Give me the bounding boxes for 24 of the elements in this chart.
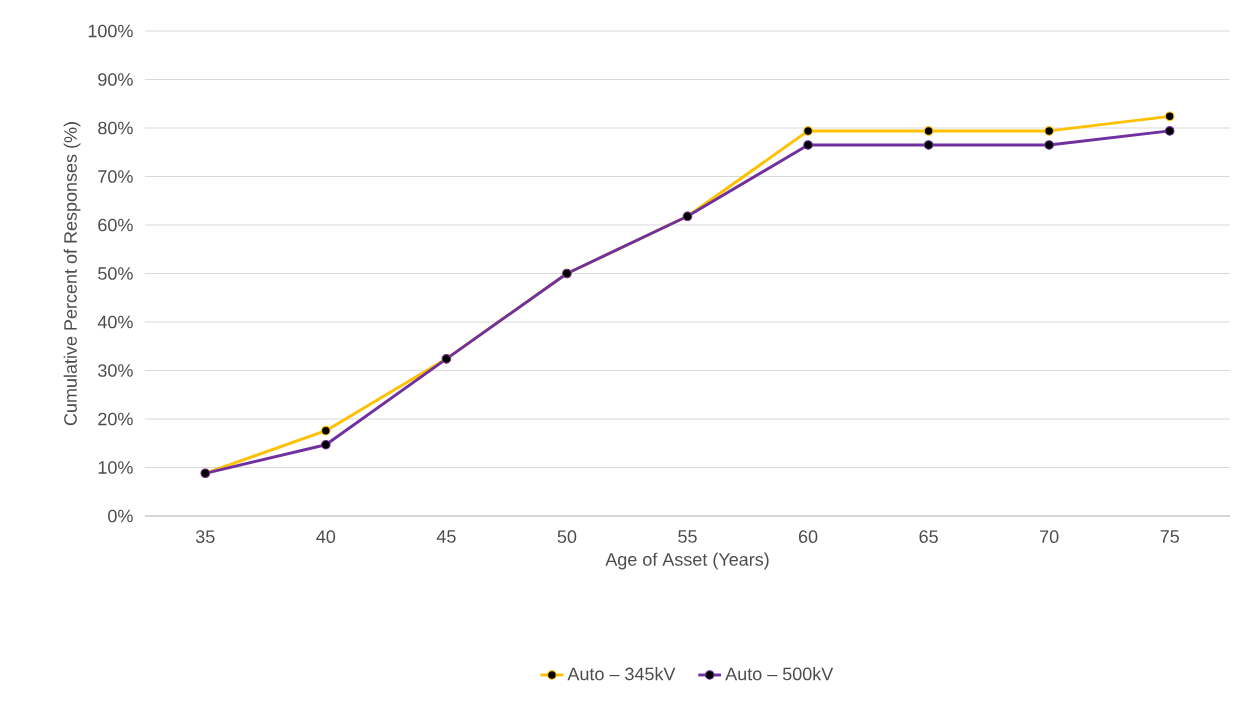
y-tick-label: 0% <box>108 509 133 523</box>
x-tick-label: 75 <box>1160 530 1179 543</box>
legend-label: Auto – 345kV <box>567 667 676 681</box>
y-tick-label: 100% <box>88 24 133 38</box>
legend-label: Auto – 500kV <box>725 667 834 681</box>
y-tick-label: 10% <box>98 461 133 474</box>
x-tick-label: 45 <box>436 530 456 543</box>
y-tick-label: 60% <box>98 218 133 232</box>
y-axis-title: Cumulative Percent of Responses (%) <box>63 122 81 426</box>
x-tick-label: 65 <box>919 530 938 543</box>
x-tick-label: 60 <box>798 530 818 543</box>
x-tick-label: 40 <box>316 530 336 543</box>
x-tick-label: 50 <box>557 530 577 543</box>
y-tick-label: 70% <box>98 170 133 183</box>
y-tick-label: 50% <box>98 267 133 280</box>
y-tick-label: 20% <box>98 412 133 426</box>
x-axis-title: Age of Asset (Years) <box>605 552 769 570</box>
x-tick-label: 55 <box>678 530 697 543</box>
y-tick-label: 30% <box>98 364 133 377</box>
x-tick-label: 35 <box>195 530 215 543</box>
x-tick-label: 70 <box>1040 530 1059 543</box>
y-tick-label: 40% <box>97 315 133 329</box>
y-tick-label: 90% <box>98 73 133 86</box>
y-tick-label: 80% <box>98 121 133 135</box>
